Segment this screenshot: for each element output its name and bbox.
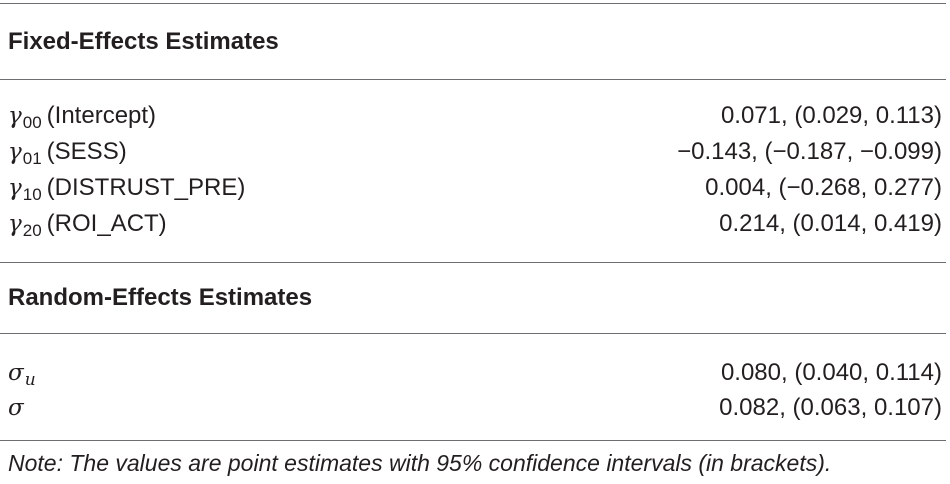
greek-symbol: γ [8, 103, 22, 129]
random-effects-heading: Random-Effects Estimates [8, 284, 313, 311]
estimate-value: 0.080, (0.040, 0.114) [720, 359, 942, 386]
greek-symbol: γ [8, 175, 22, 201]
parameter-name: (DISTRUST_PRE) [46, 174, 246, 201]
row-label: γ20 (ROI_ACT) [8, 207, 167, 243]
greek-symbol: γ [8, 139, 22, 165]
random-effects-rule [0, 333, 946, 334]
table-bottom-rule [0, 440, 946, 441]
fixed-effects-bottom-rule [0, 262, 946, 263]
estimate-value: −0.143, (−0.187, −0.099) [677, 138, 942, 165]
row-label: γ10 (DISTRUST_PRE) [8, 171, 245, 207]
estimate-value: 0.214, (0.014, 0.419) [719, 210, 942, 237]
greek-symbol: σ [8, 360, 24, 386]
table-row: γ20 (ROI_ACT) 0.214, (0.014, 0.419) [0, 207, 946, 241]
row-label: γ01 (SESS) [8, 135, 127, 171]
symbol-subscript: 00 [22, 113, 42, 132]
parameter-name: (SESS) [46, 138, 127, 165]
row-label: γ00 (Intercept) [8, 99, 156, 135]
table-top-rule [0, 3, 946, 4]
parameter-name: (Intercept) [46, 102, 157, 129]
greek-symbol: γ [8, 211, 22, 237]
table-row: σ 0.082, (0.063, 0.107) [0, 391, 946, 425]
greek-symbol: σ [8, 395, 24, 421]
estimate-value: 0.071, (0.029, 0.113) [720, 102, 942, 129]
table-row: γ01 (SESS) −0.143, (−0.187, −0.099) [0, 135, 946, 169]
symbol-subscript: 10 [22, 185, 42, 204]
table-row: γ00 (Intercept) 0.071, (0.029, 0.113) [0, 99, 946, 133]
estimate-value: 0.082, (0.063, 0.107) [719, 394, 942, 421]
symbol-subscript: 01 [22, 149, 42, 168]
fixed-effects-heading: Fixed-Effects Estimates [8, 28, 279, 55]
symbol-subscript: u [24, 370, 36, 390]
symbol-subscript: 20 [22, 221, 42, 240]
table-row: σu 0.080, (0.040, 0.114) [0, 356, 946, 390]
table-note: Note: The values are point estimates wit… [8, 450, 832, 476]
row-label: σu [8, 356, 36, 392]
table-row: γ10 (DISTRUST_PRE) 0.004, (−0.268, 0.277) [0, 171, 946, 205]
row-label: σ [8, 391, 24, 425]
fixed-effects-rule [0, 79, 946, 80]
parameter-name: (ROI_ACT) [46, 210, 167, 237]
estimate-value: 0.004, (−0.268, 0.277) [705, 174, 942, 201]
